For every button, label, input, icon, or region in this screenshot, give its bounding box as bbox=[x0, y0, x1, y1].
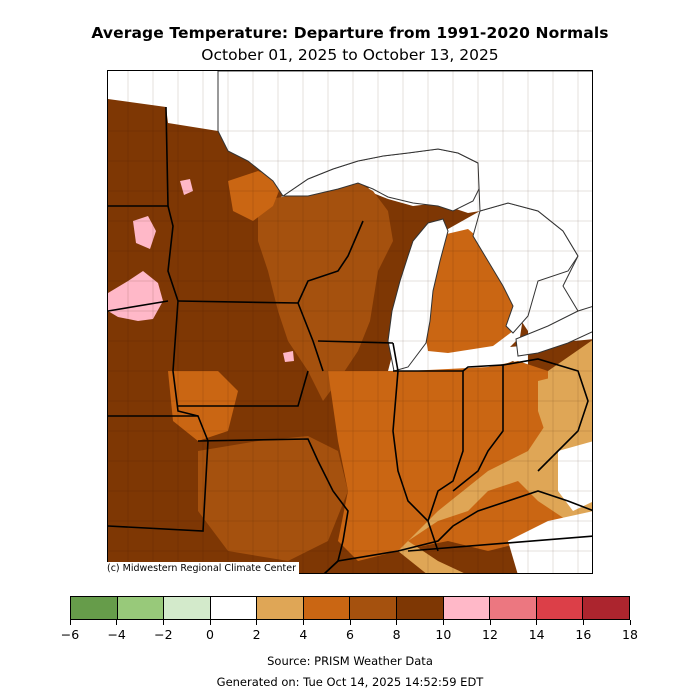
colorbar-tick-label: 2 bbox=[252, 627, 261, 642]
colorbar-tick-label: 6 bbox=[346, 627, 354, 642]
colorbar-tick bbox=[489, 620, 491, 625]
region-10-12-small-1 bbox=[180, 179, 193, 195]
colorbar-tick bbox=[302, 620, 304, 625]
colorbar-tick-label: 12 bbox=[482, 627, 498, 642]
colorbar-tick bbox=[629, 620, 631, 625]
temperature-departure-map bbox=[107, 70, 593, 574]
colorbar-tick bbox=[349, 620, 351, 625]
state-borders bbox=[108, 106, 592, 573]
region-4-6-upper bbox=[228, 171, 283, 221]
legend-colorbar bbox=[70, 596, 630, 620]
colorbar-segment bbox=[442, 597, 490, 619]
county-grid bbox=[108, 71, 592, 573]
legend-ticks: −6 −4 −2 0 2 4 6 8 10 12 14 16 18 bbox=[61, 620, 638, 642]
colorbar-tick-label: −2 bbox=[154, 627, 173, 642]
colorbar-tick-label: 10 bbox=[435, 627, 452, 642]
region-0-2-southeast bbox=[508, 511, 592, 573]
colorbar-tick bbox=[256, 620, 258, 625]
colorbar-tick bbox=[396, 620, 398, 625]
colorbar-tick-label: 16 bbox=[575, 627, 592, 642]
colorbar-tick-label: 18 bbox=[622, 627, 638, 642]
region-6-8-south bbox=[198, 436, 348, 561]
colorbar-tick bbox=[536, 620, 538, 625]
colorbar-tick-label: 0 bbox=[206, 627, 214, 642]
colorbar-segment bbox=[209, 597, 257, 619]
colorbar-tick-label: 4 bbox=[299, 627, 308, 642]
colorbar-segment bbox=[302, 597, 350, 619]
colorbar-segment bbox=[582, 597, 629, 619]
colorbar-tick bbox=[162, 620, 164, 625]
colorbar-tick-label: −4 bbox=[107, 627, 126, 642]
colorbar-tick bbox=[582, 620, 584, 625]
region-10-12-north bbox=[133, 216, 156, 249]
lake-michigan bbox=[387, 218, 449, 372]
colorbar-tick bbox=[116, 620, 118, 625]
colorbar-tick bbox=[209, 620, 211, 625]
region-4-6-south bbox=[328, 351, 592, 561]
generated-timestamp: Generated on: Tue Oct 14, 2025 14:52:59 … bbox=[216, 675, 484, 689]
region-10-12-small-2 bbox=[283, 351, 294, 362]
region-6-8 bbox=[258, 183, 393, 401]
colorbar-segment bbox=[349, 597, 397, 619]
colorbar-tick-label: −6 bbox=[60, 627, 80, 642]
colorbar-segment bbox=[396, 597, 443, 619]
canada-land bbox=[217, 71, 592, 312]
source-label: Source: PRISM Weather Data bbox=[267, 654, 433, 668]
colorbar-tick bbox=[69, 620, 71, 625]
colorbar-segment bbox=[116, 597, 164, 619]
colorbar-segment bbox=[489, 597, 536, 619]
colorbar-segment bbox=[163, 597, 210, 619]
colorbar-tick bbox=[442, 620, 444, 625]
colorbar-tick-label: 14 bbox=[528, 627, 545, 642]
colorbar-segment bbox=[71, 597, 117, 619]
colorbar-segment bbox=[256, 597, 303, 619]
colorbar-segment bbox=[535, 597, 583, 619]
map-title: Average Temperature: Departure from 1991… bbox=[91, 24, 609, 42]
lake-erie bbox=[515, 303, 592, 357]
map-subtitle: October 01, 2025 to October 13, 2025 bbox=[201, 46, 499, 64]
copyright-label: (c) Midwestern Regional Climate Center bbox=[107, 562, 299, 575]
region-0-2-east bbox=[558, 441, 592, 511]
region-2-4-southeast bbox=[398, 340, 592, 573]
map-svg bbox=[108, 71, 592, 573]
colorbar-tick-label: 8 bbox=[392, 627, 401, 642]
